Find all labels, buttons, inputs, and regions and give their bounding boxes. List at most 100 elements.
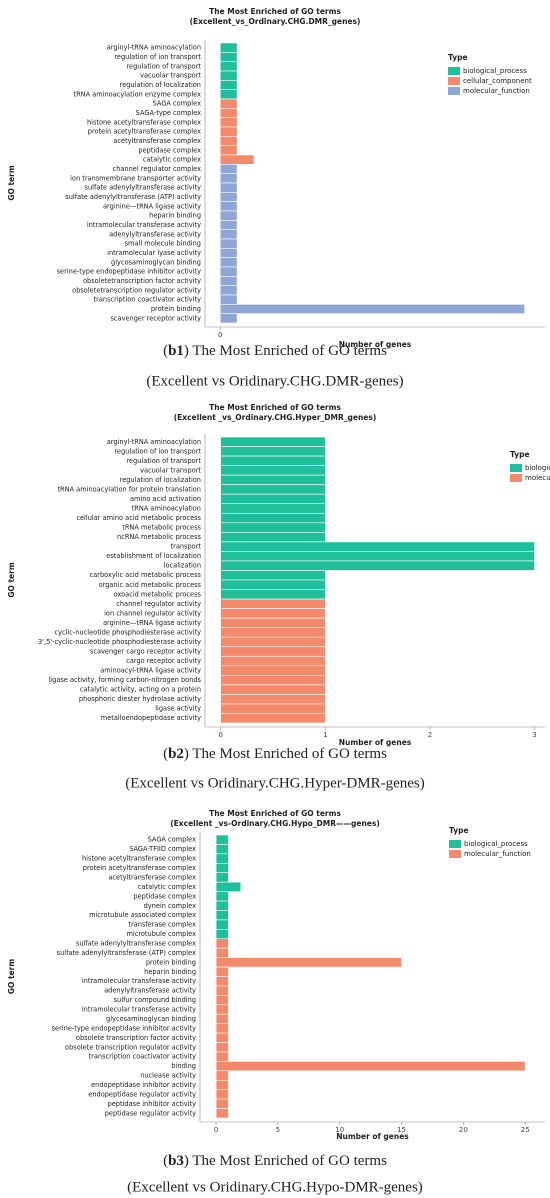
bar bbox=[219, 192, 238, 202]
y-tick-label: sulfate adenylyltransferase (ATP) comple… bbox=[57, 949, 196, 957]
y-tick-label: protein binding bbox=[146, 958, 196, 966]
y-tick-label: tRNA aminoacylation enzyme complex bbox=[74, 90, 202, 98]
bar bbox=[220, 446, 326, 457]
y-tick-label: vacuolar transport bbox=[140, 72, 201, 80]
bar bbox=[219, 164, 238, 174]
y-tick-label: SAGA complex bbox=[148, 836, 196, 844]
y-tick-label: transcription coactivator activity bbox=[94, 296, 202, 304]
bar bbox=[220, 694, 326, 705]
bar bbox=[215, 834, 229, 845]
y-tick-label: 3',5'-cyclic-nucleotide phosphodiesteras… bbox=[38, 638, 201, 646]
legend-label: biological_process bbox=[464, 840, 528, 848]
legend-label: molecular_function bbox=[464, 850, 531, 858]
y-tick-label: aminoacyl-tRNA ligase activity bbox=[100, 667, 201, 675]
legend-swatch bbox=[448, 67, 460, 75]
y-tick-label: ligase activity bbox=[155, 705, 201, 713]
bar bbox=[215, 966, 229, 977]
chart-title: The Most Enriched of GO terms bbox=[209, 403, 341, 412]
bar bbox=[215, 1023, 229, 1034]
bar bbox=[215, 995, 229, 1006]
bar bbox=[215, 862, 229, 874]
bar bbox=[215, 1051, 229, 1062]
bar bbox=[215, 976, 229, 987]
x-tick-label: 25 bbox=[521, 1126, 530, 1134]
caption: (b1) The Most Enriched of GO terms bbox=[163, 343, 387, 359]
y-tick-label: peptidase regulator activity bbox=[105, 1109, 196, 1117]
x-tick-label: 0 bbox=[214, 1126, 218, 1134]
legend-swatch bbox=[510, 464, 522, 472]
bar bbox=[215, 1079, 229, 1091]
x-tick-label: 15 bbox=[397, 1126, 406, 1134]
y-tick-label: SAGA complex bbox=[153, 100, 201, 108]
chart-subtitle: (Excellent _vs-Ordinary.CHG.Hypo_DMR——ge… bbox=[170, 819, 380, 828]
bar bbox=[219, 126, 238, 137]
y-tick-label: carboxylic acid metabolic process bbox=[90, 571, 202, 579]
y-tick-label: channel regulator complex bbox=[113, 165, 202, 173]
bar bbox=[220, 503, 326, 514]
bar bbox=[219, 313, 238, 324]
y-tick-label: acetyltransferase complex bbox=[113, 137, 201, 145]
bar bbox=[219, 154, 255, 165]
bar bbox=[215, 1013, 229, 1024]
bar bbox=[220, 627, 326, 638]
y-tick-label: catalytic complex bbox=[138, 883, 196, 891]
y-tick-label: sulfate adenylyltransferase (ATP) activi… bbox=[65, 193, 201, 201]
y-tick-label: regulation of transport bbox=[126, 62, 201, 70]
legend-label: molecular_function bbox=[463, 87, 530, 95]
y-tick-label: sulfur compound binding bbox=[114, 996, 196, 1004]
bar bbox=[219, 276, 238, 286]
y-tick-label: obsolete transcription factor activity bbox=[76, 1034, 196, 1042]
legend-swatch bbox=[448, 87, 460, 95]
y-tick-label: cyclic-nucleotide phosphodiesterase acti… bbox=[54, 628, 201, 636]
x-axis-label: Number of genes bbox=[339, 340, 412, 349]
bar bbox=[215, 957, 402, 968]
bar bbox=[219, 52, 238, 62]
y-tick-label: regulation of ion transport bbox=[114, 447, 201, 455]
bar bbox=[219, 42, 238, 53]
caption-label: b3 bbox=[168, 1153, 184, 1169]
y-tick-label: SAGA-type complex bbox=[136, 109, 201, 117]
bar bbox=[219, 98, 238, 109]
bar bbox=[219, 248, 238, 258]
bar bbox=[219, 285, 238, 296]
bar bbox=[215, 947, 229, 958]
y-tick-label: establishment of localization bbox=[106, 552, 201, 560]
bar bbox=[219, 117, 238, 128]
y-tick-label: ncRNA metabolic process bbox=[117, 533, 202, 541]
y-tick-label: SAGA-TFIID complex bbox=[129, 845, 196, 853]
chart-subtitle: (Excellent_vs_Ordinary.CHG.DMR_genes) bbox=[190, 17, 361, 26]
y-tick-label: binding bbox=[171, 1062, 196, 1070]
y-tick-label: vacuolar transport bbox=[140, 466, 201, 474]
caption-open: ( bbox=[163, 746, 168, 762]
bar bbox=[220, 512, 326, 524]
y-tick-label: glycosaminoglycan binding bbox=[111, 258, 201, 266]
bar bbox=[215, 1004, 229, 1015]
y-tick-label: transport bbox=[171, 543, 202, 551]
bar bbox=[215, 844, 229, 855]
bar bbox=[219, 210, 238, 221]
y-tick-label: arginyl-tRNA aminoacylation bbox=[107, 44, 201, 52]
bar bbox=[215, 1098, 229, 1109]
y-tick-label: heparin binding bbox=[144, 968, 196, 976]
bar bbox=[219, 108, 238, 118]
y-axis-label: GO term bbox=[7, 959, 16, 995]
bar bbox=[219, 89, 238, 100]
y-tick-label: obsolete transcription regulator activit… bbox=[65, 1043, 196, 1051]
y-tick-label: transcription coactivator activity bbox=[89, 1053, 197, 1061]
bar bbox=[215, 919, 229, 930]
y-tick-label: regulation of localization bbox=[120, 476, 201, 484]
y-tick-label: acetyltransferase complex bbox=[108, 873, 196, 881]
y-tick-label: scavenger receptor activity bbox=[110, 314, 201, 322]
y-tick-label: peptidase complex bbox=[133, 892, 196, 900]
y-tick-label: regulation of transport bbox=[126, 457, 201, 465]
y-tick-label: histone acetyltransferase complex bbox=[87, 118, 201, 126]
bar bbox=[215, 938, 229, 949]
y-tick-label: catalytic activity, acting on a protein bbox=[80, 686, 201, 694]
x-tick-label: 0 bbox=[218, 331, 222, 339]
bar bbox=[220, 541, 535, 552]
x-axis-label: Number of genes bbox=[339, 738, 412, 747]
y-tick-label: intramolecular transferase activity bbox=[82, 1006, 196, 1014]
y-tick-label: tRNA aminoacylation bbox=[132, 505, 201, 513]
bar bbox=[220, 703, 326, 714]
y-tick-label: regulation of localization bbox=[120, 81, 201, 89]
